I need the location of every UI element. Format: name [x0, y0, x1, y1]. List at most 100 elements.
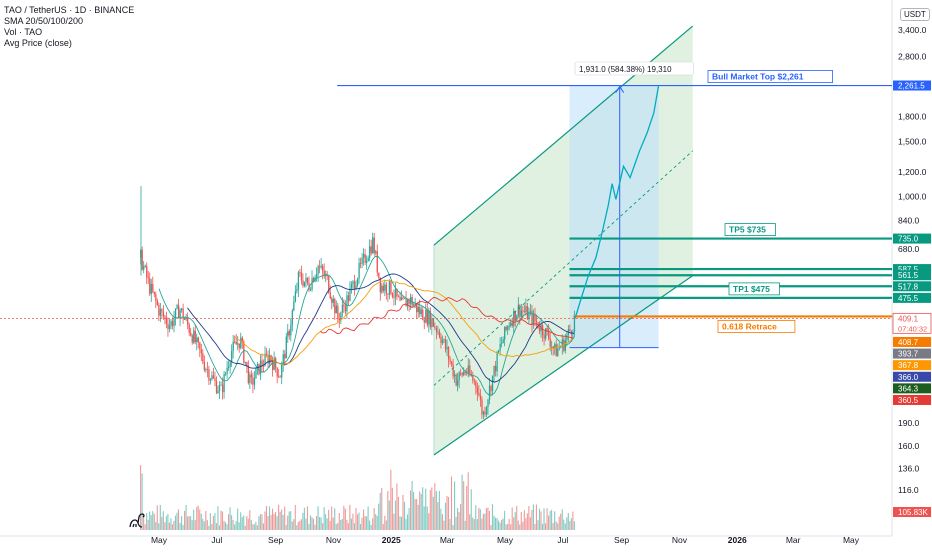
candle-body: [437, 331, 439, 333]
candle-body: [417, 307, 419, 313]
projection-line[interactable]: [574, 85, 660, 319]
volume-bar: [303, 507, 305, 530]
candle-body: [479, 395, 482, 400]
volume-bar: [454, 481, 456, 530]
volume-bar: [165, 516, 167, 530]
candle-body: [370, 246, 372, 253]
volume-bar: [231, 515, 233, 530]
candle-body: [493, 366, 495, 376]
volume-bar: [485, 508, 487, 530]
candle-body: [259, 360, 262, 375]
volume-bar: [177, 509, 180, 530]
volume-bar: [211, 524, 213, 530]
volume-bar: [475, 505, 477, 530]
volume-bar: [326, 518, 328, 530]
level-tag-4-bg: [893, 281, 931, 292]
volume-bar: [191, 520, 193, 530]
candle-body: [449, 359, 451, 362]
volume-bar: [460, 503, 462, 530]
volume-bar: [551, 509, 553, 530]
channel-mid-line[interactable]: [433, 150, 693, 386]
volume-bar: [537, 520, 539, 530]
y-tick-label: 1,200.0: [898, 167, 927, 177]
volume-bar: [282, 514, 284, 530]
y-tick-label: 136.0: [898, 463, 920, 473]
volume-bar: [228, 514, 230, 530]
volume-bar: [250, 520, 252, 530]
candle-body: [457, 379, 459, 386]
candle-body: [369, 246, 371, 258]
candle-body: [396, 288, 398, 297]
volume-bar: [329, 520, 331, 530]
volume-bar: [496, 518, 498, 530]
candle-body: [319, 266, 321, 268]
candle-body: [250, 374, 253, 378]
candle-body: [152, 284, 154, 292]
y-tick-label: 160.0: [898, 441, 920, 451]
volume-indicator-label[interactable]: Vol · TAO: [4, 27, 43, 37]
volume-bar: [168, 522, 170, 530]
volume-bar: [317, 506, 319, 530]
volume-bar: [425, 488, 427, 530]
measure-label-box: [574, 61, 694, 76]
candle-body: [326, 274, 328, 277]
avg-price-indicator-label[interactable]: Avg Price (close): [4, 38, 72, 48]
volume-bar: [352, 513, 354, 530]
level-tag-3: 561.5: [898, 271, 919, 280]
volume-bar: [314, 524, 316, 530]
candle-body: [296, 289, 298, 292]
volume-bar: [343, 505, 345, 530]
candle-body: [249, 374, 251, 384]
candle-body: [508, 325, 510, 327]
sma-indicator-label[interactable]: SMA 20/50/100/200: [4, 16, 84, 26]
volume-bar: [356, 514, 359, 530]
symbol-title[interactable]: TAO / TetherUS · 1D · BINANCE: [4, 5, 135, 15]
candle-body: [265, 353, 268, 356]
volume-bar: [268, 506, 271, 530]
volume-bar: [229, 507, 231, 530]
volume-bar: [403, 501, 406, 530]
candle-body: [514, 310, 516, 321]
candle-body: [393, 296, 395, 298]
candle-body: [522, 310, 524, 312]
volume-bar: [335, 524, 337, 530]
volume-bar: [273, 514, 275, 530]
volume-bar: [441, 514, 443, 530]
volume-bar: [570, 518, 572, 530]
candle-body: [325, 274, 327, 277]
channel-lower-line[interactable]: [433, 275, 694, 456]
volume-bar: [499, 522, 501, 530]
volume-bar: [367, 506, 369, 530]
volume-bar: [423, 506, 425, 530]
volume-bar: [176, 512, 178, 530]
volume-bar: [259, 514, 261, 530]
candle-body: [419, 307, 421, 315]
candle-body: [450, 361, 453, 365]
candle-body: [382, 285, 385, 291]
x-tick-label: 2026: [728, 535, 747, 545]
candle-body: [408, 299, 410, 304]
candle-body: [507, 326, 509, 330]
candle-body: [220, 384, 222, 386]
candle-body: [517, 304, 520, 316]
volume-bar: [275, 512, 277, 530]
measure-box[interactable]: [569, 85, 659, 348]
volume-bar: [458, 512, 460, 530]
candle-body: [281, 363, 283, 378]
volume-bar: [291, 521, 293, 530]
volume-bar: [281, 509, 283, 530]
currency-button[interactable]: USDT: [900, 8, 930, 21]
candle-body: [394, 288, 397, 298]
volume-bar: [140, 465, 142, 530]
level-label-box-5: [728, 282, 780, 296]
candle-body: [372, 237, 374, 253]
candle-body: [359, 263, 362, 264]
y-tick-label: 190.0: [898, 418, 920, 428]
volume-bar: [350, 518, 352, 530]
volume-bar: [563, 519, 565, 530]
candle-body: [279, 376, 281, 378]
level-tag-4: 517.8: [898, 282, 919, 291]
y-tick-label: 1,000.0: [898, 192, 927, 202]
